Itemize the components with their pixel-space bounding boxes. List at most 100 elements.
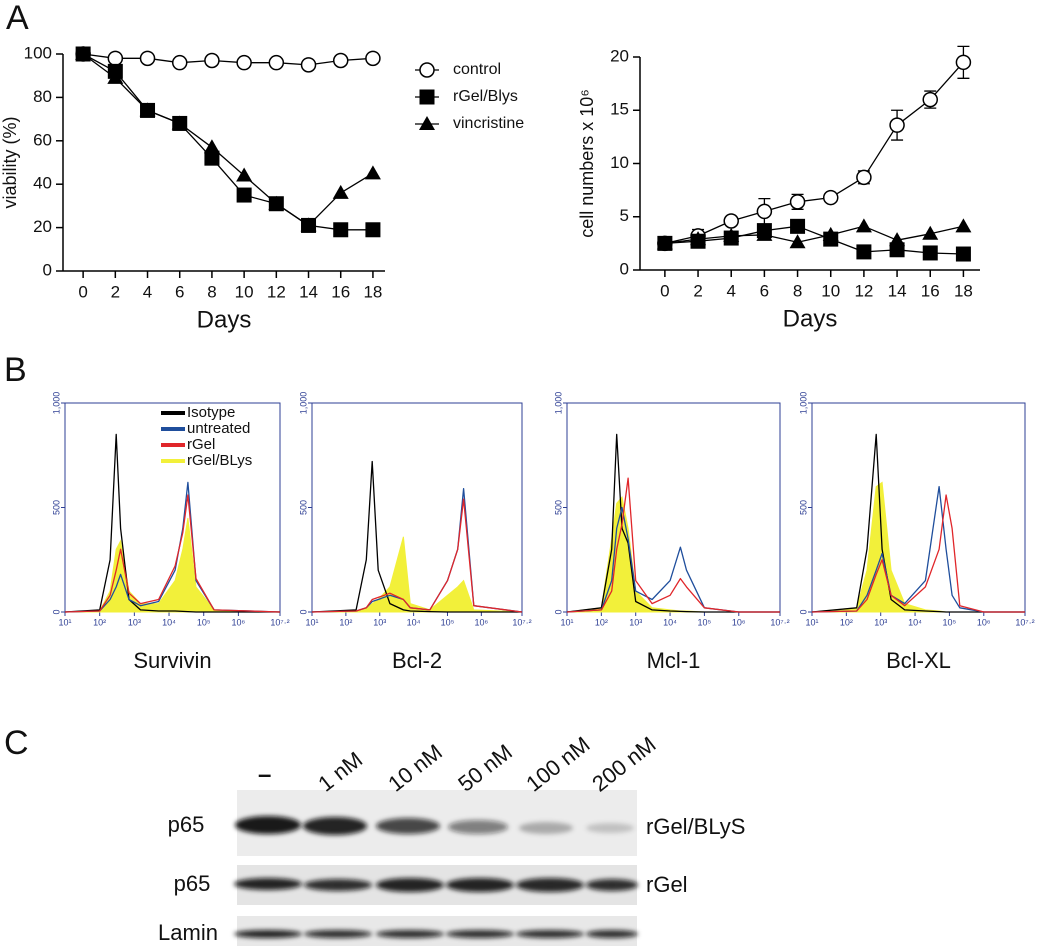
line [311,460,522,613]
panel-label: A [6,0,29,37]
lane-label: 100 nM [521,732,594,797]
marker [756,226,773,241]
x-tick-label: 0 [660,281,669,300]
y-tick-label: 1,000 [798,392,808,415]
western-blot: – 1 nM 10 nM 50 nM 100 nM 200 nM p65 p65… [158,732,745,946]
marker [107,69,124,84]
band [303,817,367,835]
y-tick-label: 0 [43,260,52,279]
line [82,53,373,231]
chart: 0 500 1,000 10¹ 10² 10³ 10⁴ 10⁵ 10⁶ 10⁷·² Bcl-XL [798,392,1034,673]
x-tick-label: 10⁶ [474,617,488,627]
x-tick-label: 10⁵ [943,617,957,627]
y-tick-label: 500 [798,500,808,515]
y-tick-label: 20 [33,217,52,236]
x-tick-label: 10³ [629,617,642,627]
x-tick-label: 10 [235,282,254,301]
x-tick-label: 10⁴ [407,617,421,627]
line [64,433,280,613]
y-tick-label: 80 [33,87,52,106]
marker [656,235,673,250]
marker [365,222,381,238]
marker [236,167,253,182]
x-tick-label: 10 [821,281,840,300]
x-tick-label: 10⁴ [908,617,922,627]
y-tick-label: 0 [553,609,563,614]
blot-bands [234,816,638,938]
row-label: p65 [168,812,205,837]
chart: 0 500 1,000 10¹ 10² 10³ 10⁴ 10⁵ 10⁶ 10⁷·² Survivin… [51,392,289,673]
panel-label: B [4,351,27,389]
line [811,485,1025,613]
line [664,61,964,245]
x-axis-label: Bcl-2 [392,648,442,673]
x-axis-label: Bcl-XL [886,648,951,673]
marker [204,52,220,69]
marker [236,54,252,71]
marker [822,189,839,206]
line [664,225,964,255]
line [566,506,780,613]
plot-frame [811,402,1026,613]
x-tick-label: 16 [921,281,940,300]
x-tick-label: 12 [267,282,286,301]
row-label: p65 [174,871,211,896]
x-tick-label: 10⁶ [232,617,246,627]
x-tick-label: 10⁴ [162,617,176,627]
y-tick-label: 1,000 [553,392,563,415]
treatment-label: rGel/BLyS [646,814,745,839]
band [446,878,514,892]
marker [789,234,806,249]
y-tick-label: 0 [620,259,629,278]
marker [922,91,938,108]
x-tick-label: 0 [78,282,87,301]
x-tick-label: 4 [143,282,152,301]
marker [723,213,739,229]
marker [419,62,435,78]
line [566,433,780,613]
y-axis-label: viability (%) [0,116,20,208]
y-tick-label: 20 [610,46,629,65]
x-axis-label: Survivin [133,648,211,673]
y-tick-label: 1,000 [51,392,61,415]
x-tick-label: 2 [693,281,702,300]
plot-frame [566,402,781,613]
marker [171,115,188,130]
lane-label: 1 nM [313,747,367,797]
x-tick-label: 8 [793,281,802,300]
marker [300,57,317,73]
legend-label: untreated [187,420,250,437]
marker [690,231,707,246]
y-tick-label: 500 [51,500,61,515]
x-tick-label: 10² [93,617,106,627]
x-tick-label: 2 [111,282,120,301]
x-tick-label: 10⁷·² [512,617,531,627]
band [586,823,634,833]
band [234,930,302,938]
marker [204,150,220,166]
band [516,878,584,892]
marker [955,218,972,233]
chart: 0 5 10 15 20 0 2 4 6 8 10 12 14 16 18 Days cell numbers … [577,45,980,332]
legend-label: control [453,61,501,78]
band [376,930,444,938]
band [448,820,508,834]
line [811,494,1025,613]
chart: 0 20 40 60 80 100 0 2 4 6 8 10 12 14 16 18 Days viability… [0,43,524,333]
x-axis-label: Days [783,305,838,332]
x-tick-label: 10⁷·² [770,617,789,627]
band [304,930,372,938]
marker [333,222,349,238]
x-tick-label: 16 [331,282,350,301]
x-tick-label: 10³ [874,617,887,627]
marker [107,50,124,67]
marker [856,244,872,260]
y-tick-label: 100 [24,43,52,62]
marker [203,139,220,154]
marker [723,227,740,242]
marker [955,54,972,71]
band [304,879,372,891]
x-tick-label: 4 [726,281,735,300]
marker [332,52,349,69]
x-axis-label: Days [197,306,252,333]
